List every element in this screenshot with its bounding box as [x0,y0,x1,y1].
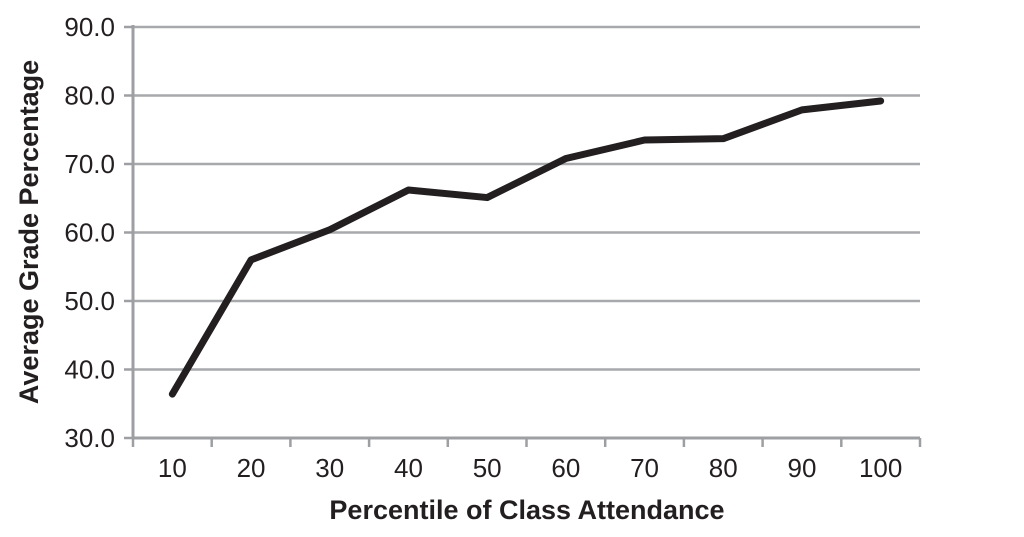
data-line-series [168,97,885,398]
y-tick-label: 40.0 [64,355,115,385]
gridlines [133,25,920,371]
y-tick-label: 30.0 [64,423,115,453]
x-tick-label: 40 [394,453,423,483]
y-axis-tick-marks [124,25,133,440]
y-tick-label: 60.0 [64,218,115,248]
x-axis-title: Percentile of Class Attendance [329,495,724,525]
x-tick-label: 80 [709,453,738,483]
y-tick-label: 70.0 [64,149,115,179]
x-tick-label: 50 [473,453,502,483]
x-tick-label: 90 [787,453,816,483]
x-tick-label: 30 [315,453,344,483]
y-axis-tick-labels: 30.0 40.0 50.0 60.0 70.0 80.0 90.0 [64,12,115,453]
x-axis-tick-labels: 10 20 30 40 50 60 70 80 90 100 [158,453,902,483]
y-tick-label: 80.0 [64,81,115,111]
x-tick-label: 70 [630,453,659,483]
x-tick-label: 100 [859,453,902,483]
y-tick-label: 50.0 [64,286,115,316]
x-axis-tick-marks [131,438,922,447]
x-tick-label: 20 [237,453,266,483]
y-tick-label: 90.0 [64,12,115,42]
x-tick-label: 60 [551,453,580,483]
y-axis-title: Average Grade Percentage [14,60,44,404]
x-tick-label: 10 [158,453,187,483]
